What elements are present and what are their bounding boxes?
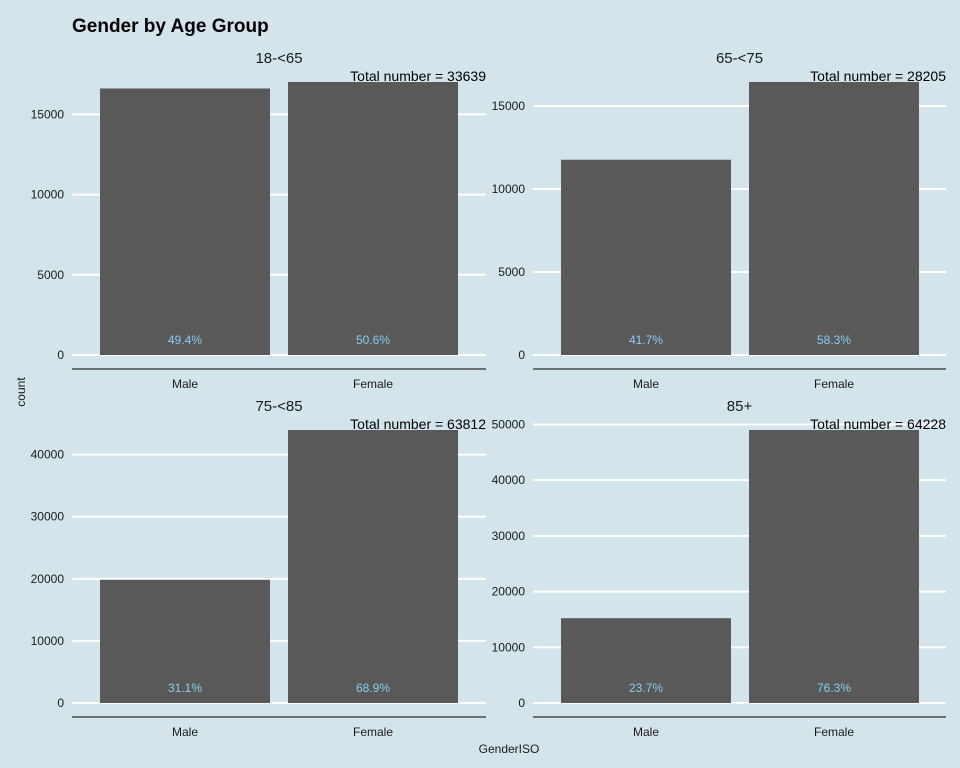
y-tick-label: 5000 — [498, 265, 525, 279]
facet-panel: 0 5000 10000 15000 41.7% Male 58.3% Female 65-<7… — [492, 50, 947, 391]
total-number-label: Total number = 33639 — [350, 68, 486, 84]
y-tick-label: 40000 — [492, 473, 526, 487]
x-axis-title: GenderISO — [479, 742, 540, 756]
facet-title: 18-<65 — [255, 50, 302, 67]
y-tick-label: 10000 — [31, 634, 65, 648]
y-tick-label: 10000 — [492, 640, 526, 654]
bar — [100, 579, 270, 703]
percent-label: 50.6% — [356, 333, 390, 347]
x-tick-label: Male — [172, 725, 198, 739]
percent-label: 23.7% — [629, 681, 663, 695]
y-tick-label: 0 — [518, 348, 525, 362]
y-tick-label: 15000 — [492, 99, 526, 113]
facet-title: 85+ — [727, 398, 753, 415]
y-tick-label: 30000 — [492, 529, 526, 543]
percent-label: 68.9% — [356, 681, 390, 695]
percent-label: 41.7% — [629, 333, 663, 347]
y-tick-label: 10000 — [31, 188, 65, 202]
bar — [288, 430, 458, 703]
y-axis-title: count — [14, 377, 28, 407]
percent-label: 76.3% — [817, 681, 851, 695]
x-tick-label: Female — [353, 377, 393, 391]
y-tick-label: 0 — [57, 348, 64, 362]
facet-panel: 0 10000 20000 30000 40000 31.1% Male 68.9% Femal… — [31, 398, 487, 739]
facet-title: 65-<75 — [716, 50, 763, 67]
total-number-label: Total number = 63812 — [350, 416, 486, 432]
total-number-label: Total number = 28205 — [810, 68, 946, 84]
y-tick-label: 0 — [57, 696, 64, 710]
percent-label: 49.4% — [168, 333, 202, 347]
facet-panel: 0 5000 10000 15000 49.4% Male 50.6% Female 18-<6… — [31, 50, 487, 391]
y-tick-label: 10000 — [492, 182, 526, 196]
bar — [100, 88, 270, 356]
y-tick-label: 30000 — [31, 510, 65, 524]
y-tick-label: 15000 — [31, 107, 65, 121]
y-tick-label: 20000 — [492, 585, 526, 599]
facet-panel: 0 10000 20000 30000 40000 50000 23.7% Male 76.3%… — [492, 398, 947, 739]
bar — [561, 618, 731, 703]
chart-title: Gender by Age Group — [72, 16, 269, 37]
bar — [749, 430, 919, 703]
x-tick-label: Male — [633, 725, 659, 739]
bar — [288, 82, 458, 355]
y-tick-label: 0 — [518, 696, 525, 710]
x-tick-label: Female — [814, 725, 854, 739]
y-tick-label: 5000 — [37, 268, 64, 282]
x-tick-label: Female — [353, 725, 393, 739]
total-number-label: Total number = 64228 — [810, 416, 946, 432]
facet-panels: 0 5000 10000 15000 49.4% Male 50.6% Female 18-<6… — [31, 50, 947, 739]
x-tick-label: Male — [633, 377, 659, 391]
percent-label: 58.3% — [817, 333, 851, 347]
x-tick-label: Male — [172, 377, 198, 391]
x-tick-label: Female — [814, 377, 854, 391]
facet-title: 75-<85 — [255, 398, 302, 415]
y-tick-label: 20000 — [31, 572, 65, 586]
bar — [749, 82, 919, 355]
y-tick-label: 40000 — [31, 448, 65, 462]
y-tick-label: 50000 — [492, 417, 526, 431]
percent-label: 31.1% — [168, 681, 202, 695]
bar — [561, 159, 731, 355]
